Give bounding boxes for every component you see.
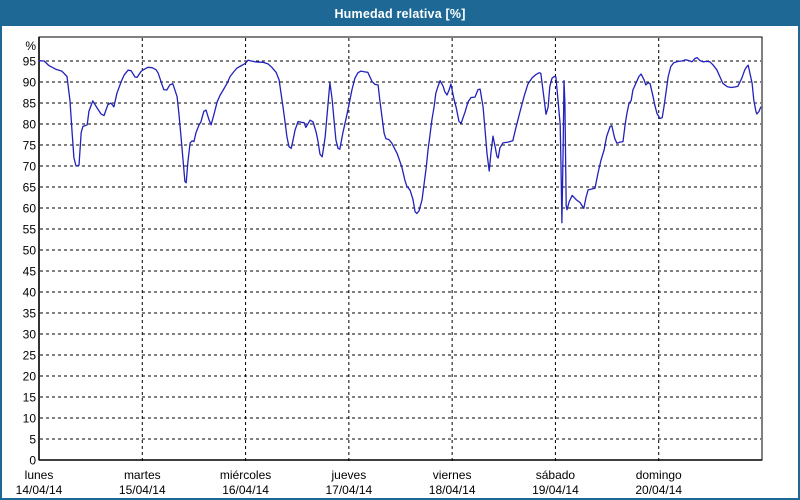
y-tick-label: 85: [23, 97, 37, 111]
x-day-name-label: viernes: [433, 468, 472, 482]
x-day-name-label: miércoles: [220, 468, 271, 482]
y-tick-label: 80: [23, 118, 37, 132]
y-tick-label: 45: [23, 265, 37, 279]
x-day-name-label: domingo: [636, 468, 682, 482]
y-axis-unit-label: %: [25, 39, 36, 53]
y-tick-label: 90: [23, 76, 37, 90]
y-tick-label: 75: [23, 139, 37, 153]
y-tick-label: 5: [29, 433, 36, 447]
x-day-name-label: sábado: [536, 468, 576, 482]
y-tick-label: 15: [23, 391, 37, 405]
y-tick-label: 60: [23, 202, 37, 216]
x-day-date-label: 17/04/14: [325, 483, 372, 497]
y-tick-label: 70: [23, 160, 37, 174]
y-tick-label: 50: [23, 244, 37, 258]
y-tick-label: 0: [29, 454, 36, 468]
x-day-name-label: jueves: [331, 468, 367, 482]
x-day-name-label: lunes: [25, 468, 54, 482]
y-tick-label: 35: [23, 307, 37, 321]
y-tick-label: 10: [23, 412, 37, 426]
x-day-date-label: 20/04/14: [635, 483, 682, 497]
y-tick-label: 25: [23, 349, 37, 363]
y-tick-label: 30: [23, 328, 37, 342]
plot-area-border: [38, 36, 763, 461]
y-tick-label: 40: [23, 286, 37, 300]
window-titlebar: Humedad relativa [%]: [2, 2, 798, 26]
x-day-date-label: 18/04/14: [429, 483, 476, 497]
x-day-date-label: 15/04/14: [119, 483, 166, 497]
y-tick-label: 20: [23, 370, 37, 384]
x-day-date-label: 14/04/14: [16, 483, 63, 497]
y-tick-label: 65: [23, 181, 37, 195]
humidity-series-line: [38, 56, 762, 224]
x-day-name-label: martes: [124, 468, 161, 482]
window-title: Humedad relativa [%]: [334, 7, 466, 21]
x-day-date-label: 16/04/14: [222, 483, 269, 497]
y-tick-label: 55: [23, 223, 37, 237]
humidity-line-chart: 0 5 10 15 20 25 30 35 40 45 50 55 60 65 70 75 80 85 90 95% l…: [16, 36, 763, 497]
x-day-date-label: 19/04/14: [532, 483, 579, 497]
y-tick-label: 95: [23, 55, 37, 69]
